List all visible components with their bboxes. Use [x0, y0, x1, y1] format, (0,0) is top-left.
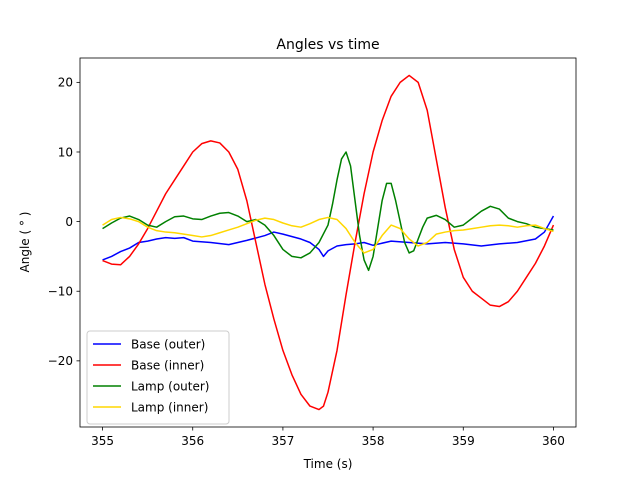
series-line-1: [102, 215, 555, 261]
y-tick-label: 0: [65, 215, 73, 229]
x-tick-label: 359: [452, 434, 475, 448]
y-axis-label: Angle ( ° ): [18, 212, 32, 273]
legend-label: Lamp (outer): [131, 379, 210, 393]
x-axis-label: Time (s): [303, 457, 353, 471]
x-tick-label: 357: [271, 434, 294, 448]
x-tick-label: 360: [542, 434, 565, 448]
x-tick-label: 358: [362, 434, 385, 448]
x-tick-label: 355: [91, 434, 114, 448]
axes-layer: 355 356 357 358 359 360 −20 −10 0 10 20: [48, 57, 577, 448]
series-line-2: [102, 74, 555, 411]
series-layer: [102, 74, 555, 411]
legend-label: Lamp (inner): [131, 400, 208, 414]
y-tick-label: −10: [48, 285, 73, 299]
y-tick-label: 20: [58, 76, 73, 90]
y-tick-label: −20: [48, 354, 73, 368]
legend-label: Base (outer): [131, 337, 205, 351]
chart-title: Angles vs time: [276, 37, 379, 53]
legend-box: [86, 330, 230, 425]
legend-label: Base (inner): [131, 358, 204, 372]
series-line-4: [102, 216, 554, 254]
x-tick-label: 356: [181, 434, 204, 448]
plot-frame: [79, 57, 577, 428]
series-line-3: [102, 151, 554, 272]
legend: Base (outer) Base (inner) Lamp (outer) Lamp…: [86, 330, 230, 425]
y-tick-label: 10: [58, 145, 73, 159]
